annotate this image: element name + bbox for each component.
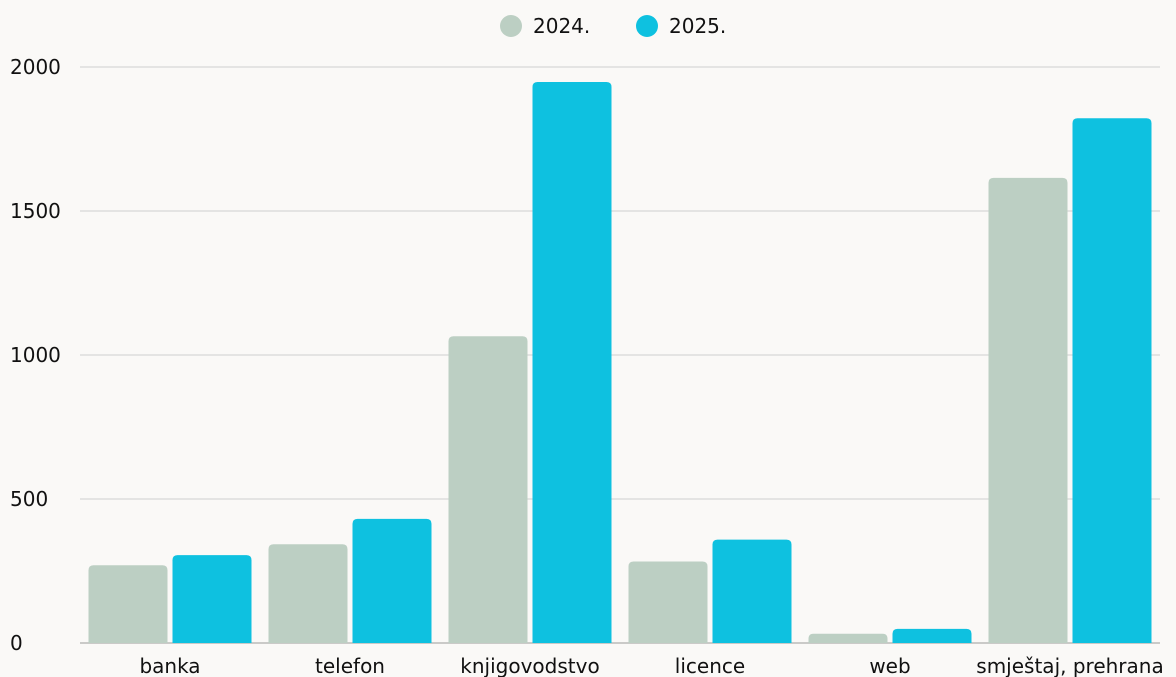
bar-2024-4 <box>808 633 888 643</box>
bar-2025-2 <box>532 81 612 643</box>
bar-2024-3 <box>628 561 708 643</box>
x-tick-label: telefon <box>315 654 385 677</box>
y-tick-label: 1500 <box>10 199 61 223</box>
y-tick-label: 1000 <box>10 343 61 367</box>
bar-2024-1 <box>268 544 348 643</box>
legend-swatch-2025 <box>636 15 658 37</box>
x-tick-label: licence <box>675 654 745 677</box>
bar-2025-0 <box>172 555 252 643</box>
legend: 2024. 2025. <box>500 14 726 38</box>
legend-label-2025: 2025. <box>669 14 726 38</box>
bar-2024-2 <box>448 336 528 643</box>
y-axis: 0 500 1000 1500 2000 <box>10 55 61 655</box>
bar-2025-3 <box>712 539 792 643</box>
x-tick-label: smještaj, prehrana <box>976 654 1163 677</box>
bar-2024-5 <box>988 177 1068 643</box>
x-axis: banka telefon knjigovodstvo licence web smješ… <box>139 654 1163 677</box>
y-tick-label: 500 <box>10 487 48 511</box>
x-tick-label: web <box>869 654 910 677</box>
legend-label-2024: 2024. <box>533 14 590 38</box>
bar-2025-5 <box>1072 118 1152 644</box>
y-tick-label: 0 <box>10 631 23 655</box>
x-tick-label: knjigovodstvo <box>460 654 599 677</box>
legend-swatch-2024 <box>500 15 522 37</box>
bar-2025-1 <box>352 518 432 643</box>
grid <box>80 66 1160 644</box>
x-tick-label: banka <box>139 654 200 677</box>
bar-2025-4 <box>892 628 972 643</box>
bar-2024-0 <box>88 565 168 643</box>
bars <box>88 81 1152 644</box>
y-tick-label: 2000 <box>10 55 61 79</box>
